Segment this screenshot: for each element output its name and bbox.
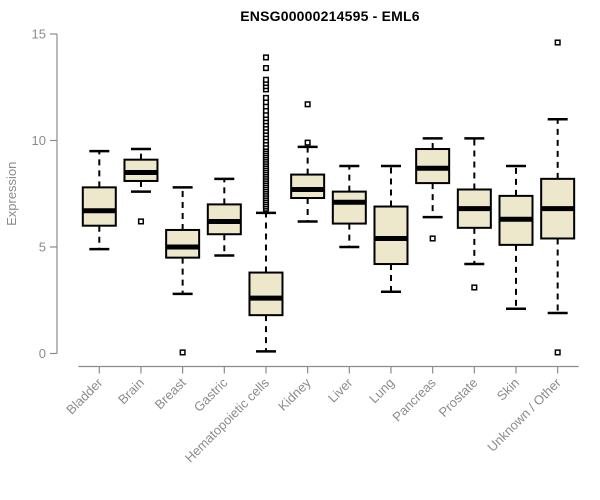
- outlier-breast: [179, 349, 186, 356]
- outlier-hematopoietic-cells: [262, 76, 270, 83]
- x-tick-label: Breast: [152, 375, 189, 412]
- y-tick-label: 15: [32, 27, 46, 42]
- box-hematopoietic-cells: [248, 271, 284, 317]
- x-tick-label: Liver: [325, 375, 356, 406]
- outlier-hematopoietic-cells: [262, 94, 270, 101]
- outlier-brain: [137, 218, 145, 225]
- y-tick-label: 0: [39, 346, 46, 361]
- box-lung: [373, 205, 409, 266]
- outlier-prostate: [471, 284, 478, 291]
- outlier-hematopoietic-cells: [262, 65, 270, 72]
- y-tick-label: 10: [32, 133, 46, 148]
- chart-title: ENSG00000214595 - EML6: [240, 8, 420, 24]
- outlier-unknown-other: [554, 349, 561, 356]
- box-bladder: [81, 186, 117, 227]
- x-tick-label: Gastric: [191, 375, 231, 415]
- outlier-kidney: [304, 139, 311, 146]
- outlier-hematopoietic-cells: [262, 54, 270, 61]
- x-tick-label: Unknown / Other: [484, 375, 564, 455]
- x-tick-label: Bladder: [63, 375, 106, 418]
- outlier-unknown-other: [554, 39, 561, 46]
- x-tick-label: Prostate: [436, 375, 481, 420]
- outlier-pancreas: [429, 235, 436, 242]
- x-tick-label: Skin: [494, 375, 522, 403]
- box-kidney: [290, 173, 326, 200]
- x-tick-label: Kidney: [275, 375, 314, 414]
- x-tick-label: Pancreas: [389, 375, 439, 425]
- x-tick-label: Brain: [115, 375, 147, 407]
- box-breast: [165, 228, 201, 259]
- y-tick-label: 5: [39, 240, 46, 255]
- x-tick-label: Lung: [366, 375, 397, 406]
- outlier-kidney: [304, 101, 311, 108]
- box-liver: [331, 190, 367, 225]
- y-axis-title: Expression: [4, 162, 19, 226]
